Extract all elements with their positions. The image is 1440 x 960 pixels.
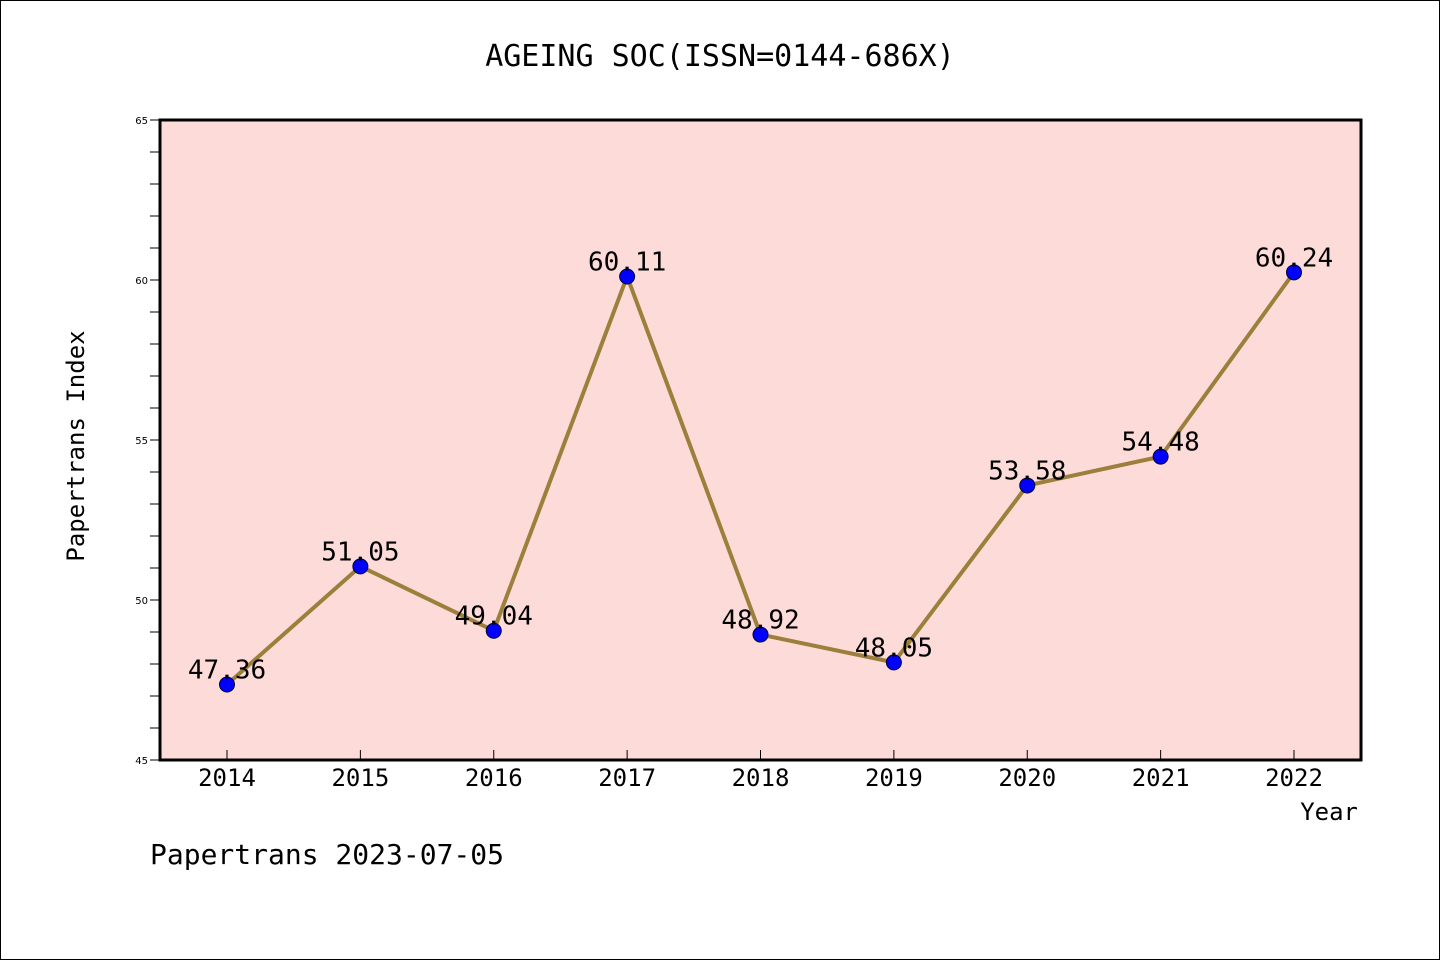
x-tick-label: 2017 xyxy=(598,764,656,792)
data-point-marker xyxy=(352,558,369,575)
x-tick-label: 2020 xyxy=(998,764,1056,792)
x-tick-label: 2022 xyxy=(1265,764,1323,792)
data-point-label: 51.05 xyxy=(321,537,399,567)
plot-border xyxy=(158,118,1363,762)
data-point-marker xyxy=(1152,448,1169,465)
x-axis-title: Year xyxy=(1300,798,1358,826)
data-point-marker xyxy=(219,676,235,693)
data-point-label: 48.92 xyxy=(721,606,799,636)
y-axis-title: Papertrans Index xyxy=(62,330,90,561)
y-tick-label: 50 xyxy=(135,596,148,607)
data-point-marker xyxy=(885,654,902,671)
data-point-label: 60.24 xyxy=(1255,243,1333,273)
x-tick-label: 2014 xyxy=(198,764,256,792)
x-tick-label: 2015 xyxy=(331,764,389,792)
data-point-marker xyxy=(619,268,636,285)
data-point-marker xyxy=(1019,477,1036,494)
y-tick-label: 45 xyxy=(135,756,148,767)
data-point-label: 54.48 xyxy=(1121,428,1199,458)
data-point-label: 47.36 xyxy=(188,655,266,685)
series-markers xyxy=(219,264,1302,693)
y-tick-label: 60 xyxy=(135,276,148,287)
x-axis-ticks: 2014 2015 2016 2017 2018 2019 2020 2021 2022 xyxy=(198,750,1323,792)
y-axis-ticks: 45 50 55 60 65 xyxy=(135,116,160,767)
data-point-label: 49.04 xyxy=(455,602,533,632)
x-tick-label: 2021 xyxy=(1132,764,1190,792)
data-point-label: 53.58 xyxy=(988,456,1066,486)
y-tick-label: 65 xyxy=(135,116,148,127)
footer-caption: Papertrans 2023-07-05 xyxy=(150,838,504,871)
x-tick-label: 2016 xyxy=(465,764,523,792)
data-point-label: 60.11 xyxy=(588,247,666,277)
x-tick-label: 2019 xyxy=(865,764,923,792)
plot-area xyxy=(160,120,1361,760)
x-tick-label: 2018 xyxy=(732,764,790,792)
data-point-marker xyxy=(485,622,502,639)
data-point-marker xyxy=(1286,264,1302,281)
data-point-marker xyxy=(752,626,769,643)
data-point-label: 48.05 xyxy=(855,633,933,663)
y-tick-label: 55 xyxy=(135,436,148,447)
chart-title: AGEING SOC(ISSN=0144-686X) xyxy=(485,39,955,74)
data-labels: 47.36 51.05 49.04 60.11 48.92 48.05 53.58 54.48… xyxy=(188,243,1333,685)
